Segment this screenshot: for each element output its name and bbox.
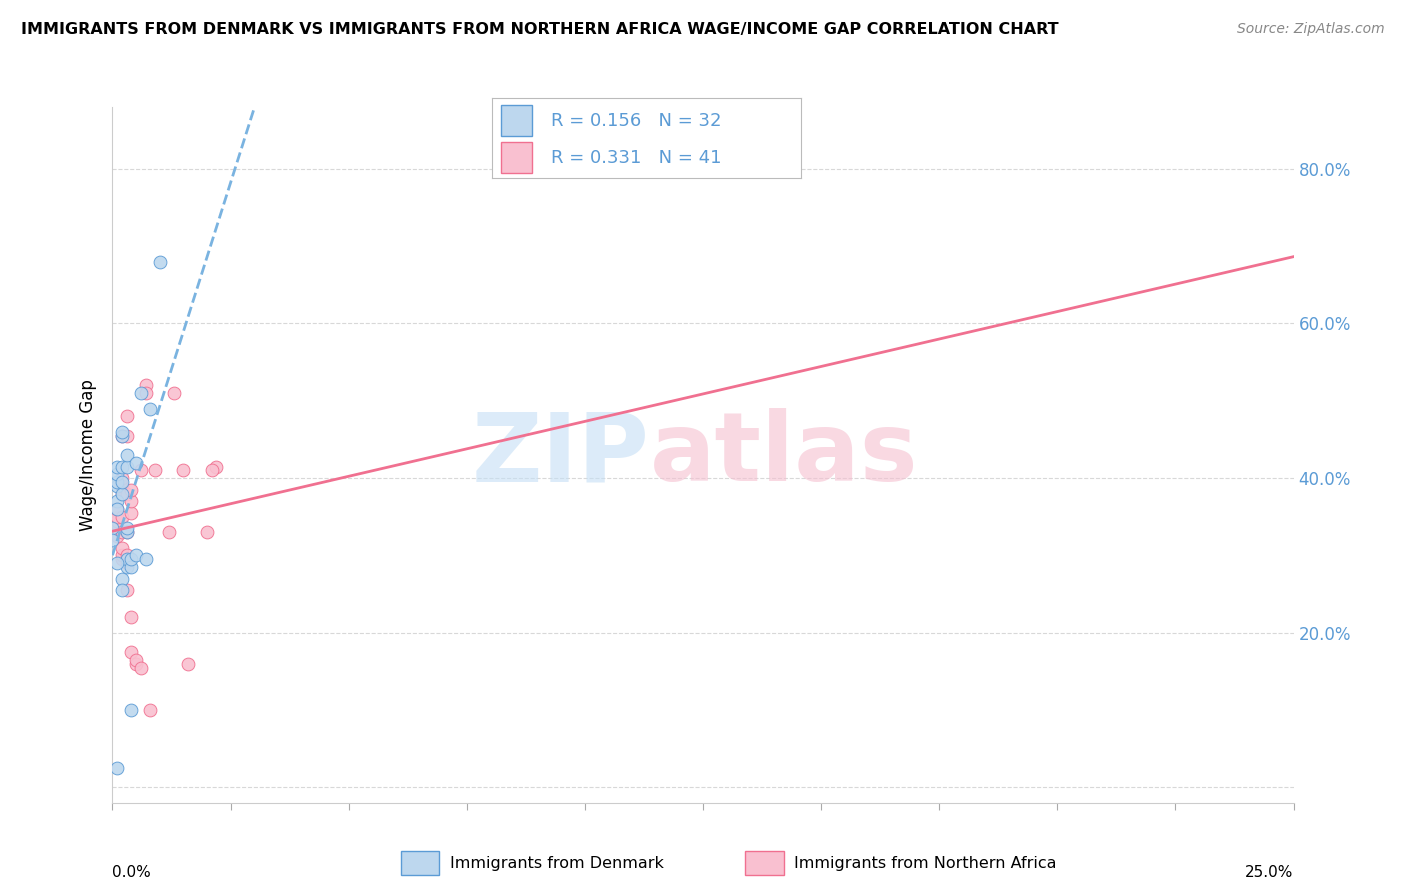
- Point: [115, 486, 138, 500]
- Point: [115, 560, 138, 574]
- Point: [111, 475, 134, 489]
- Point: [120, 494, 142, 508]
- Point: [115, 556, 138, 570]
- Point: [111, 541, 134, 555]
- Point: [105, 502, 128, 516]
- Point: [111, 459, 134, 474]
- Point: [139, 703, 162, 717]
- Point: [205, 459, 228, 474]
- Point: [111, 479, 134, 493]
- Point: [105, 494, 128, 508]
- FancyBboxPatch shape: [502, 105, 533, 136]
- Point: [105, 475, 128, 489]
- Point: [111, 428, 134, 442]
- Point: [115, 549, 138, 563]
- Point: [120, 560, 142, 574]
- Y-axis label: Wage/Income Gap: Wage/Income Gap: [79, 379, 97, 531]
- Point: [115, 428, 138, 442]
- Point: [120, 703, 142, 717]
- Text: 25.0%: 25.0%: [1246, 864, 1294, 880]
- Point: [125, 549, 148, 563]
- Point: [111, 549, 134, 563]
- FancyBboxPatch shape: [745, 851, 785, 875]
- Point: [105, 459, 128, 474]
- Point: [120, 610, 142, 624]
- Point: [115, 583, 138, 598]
- Point: [120, 506, 142, 520]
- Point: [135, 378, 157, 392]
- Text: atlas: atlas: [650, 409, 918, 501]
- Point: [129, 660, 152, 674]
- Point: [115, 525, 138, 540]
- Point: [115, 525, 138, 540]
- Point: [157, 525, 180, 540]
- Point: [105, 467, 128, 482]
- Point: [111, 428, 134, 442]
- Point: [111, 525, 134, 540]
- Text: IMMIGRANTS FROM DENMARK VS IMMIGRANTS FROM NORTHERN AFRICA WAGE/INCOME GAP CORRE: IMMIGRANTS FROM DENMARK VS IMMIGRANTS FR…: [21, 22, 1059, 37]
- Point: [105, 517, 128, 532]
- Point: [115, 521, 138, 535]
- Point: [115, 448, 138, 462]
- Point: [172, 463, 194, 477]
- Point: [105, 479, 128, 493]
- Point: [105, 502, 128, 516]
- Point: [105, 556, 128, 570]
- Text: Immigrants from Denmark: Immigrants from Denmark: [450, 855, 664, 871]
- Point: [111, 486, 134, 500]
- Point: [125, 653, 148, 667]
- Point: [111, 552, 134, 566]
- Point: [101, 521, 124, 535]
- Point: [111, 486, 134, 500]
- Point: [149, 254, 172, 268]
- Point: [105, 509, 128, 524]
- Point: [120, 645, 142, 659]
- Text: R = 0.156   N = 32: R = 0.156 N = 32: [551, 112, 721, 129]
- Point: [115, 459, 138, 474]
- Point: [125, 456, 148, 470]
- Point: [105, 514, 128, 528]
- Point: [120, 552, 142, 566]
- Text: R = 0.331   N = 41: R = 0.331 N = 41: [551, 149, 721, 167]
- Point: [120, 483, 142, 497]
- Text: 0.0%: 0.0%: [112, 864, 152, 880]
- Point: [129, 386, 152, 401]
- Point: [105, 761, 128, 775]
- Point: [111, 425, 134, 439]
- Point: [101, 533, 124, 547]
- Point: [105, 529, 128, 543]
- Point: [177, 657, 200, 671]
- Point: [163, 386, 186, 401]
- Text: Immigrants from Northern Africa: Immigrants from Northern Africa: [794, 855, 1057, 871]
- Point: [111, 509, 134, 524]
- Point: [143, 463, 166, 477]
- Point: [111, 572, 134, 586]
- Point: [115, 552, 138, 566]
- Point: [129, 463, 152, 477]
- Point: [115, 409, 138, 424]
- Point: [195, 525, 218, 540]
- Point: [111, 583, 134, 598]
- Text: ZIP: ZIP: [472, 409, 650, 501]
- FancyBboxPatch shape: [502, 142, 533, 173]
- Point: [201, 463, 224, 477]
- Point: [111, 471, 134, 485]
- Text: Source: ZipAtlas.com: Source: ZipAtlas.com: [1237, 22, 1385, 37]
- Point: [125, 657, 148, 671]
- FancyBboxPatch shape: [401, 851, 440, 875]
- Point: [139, 401, 162, 416]
- Point: [135, 386, 157, 401]
- Point: [135, 552, 157, 566]
